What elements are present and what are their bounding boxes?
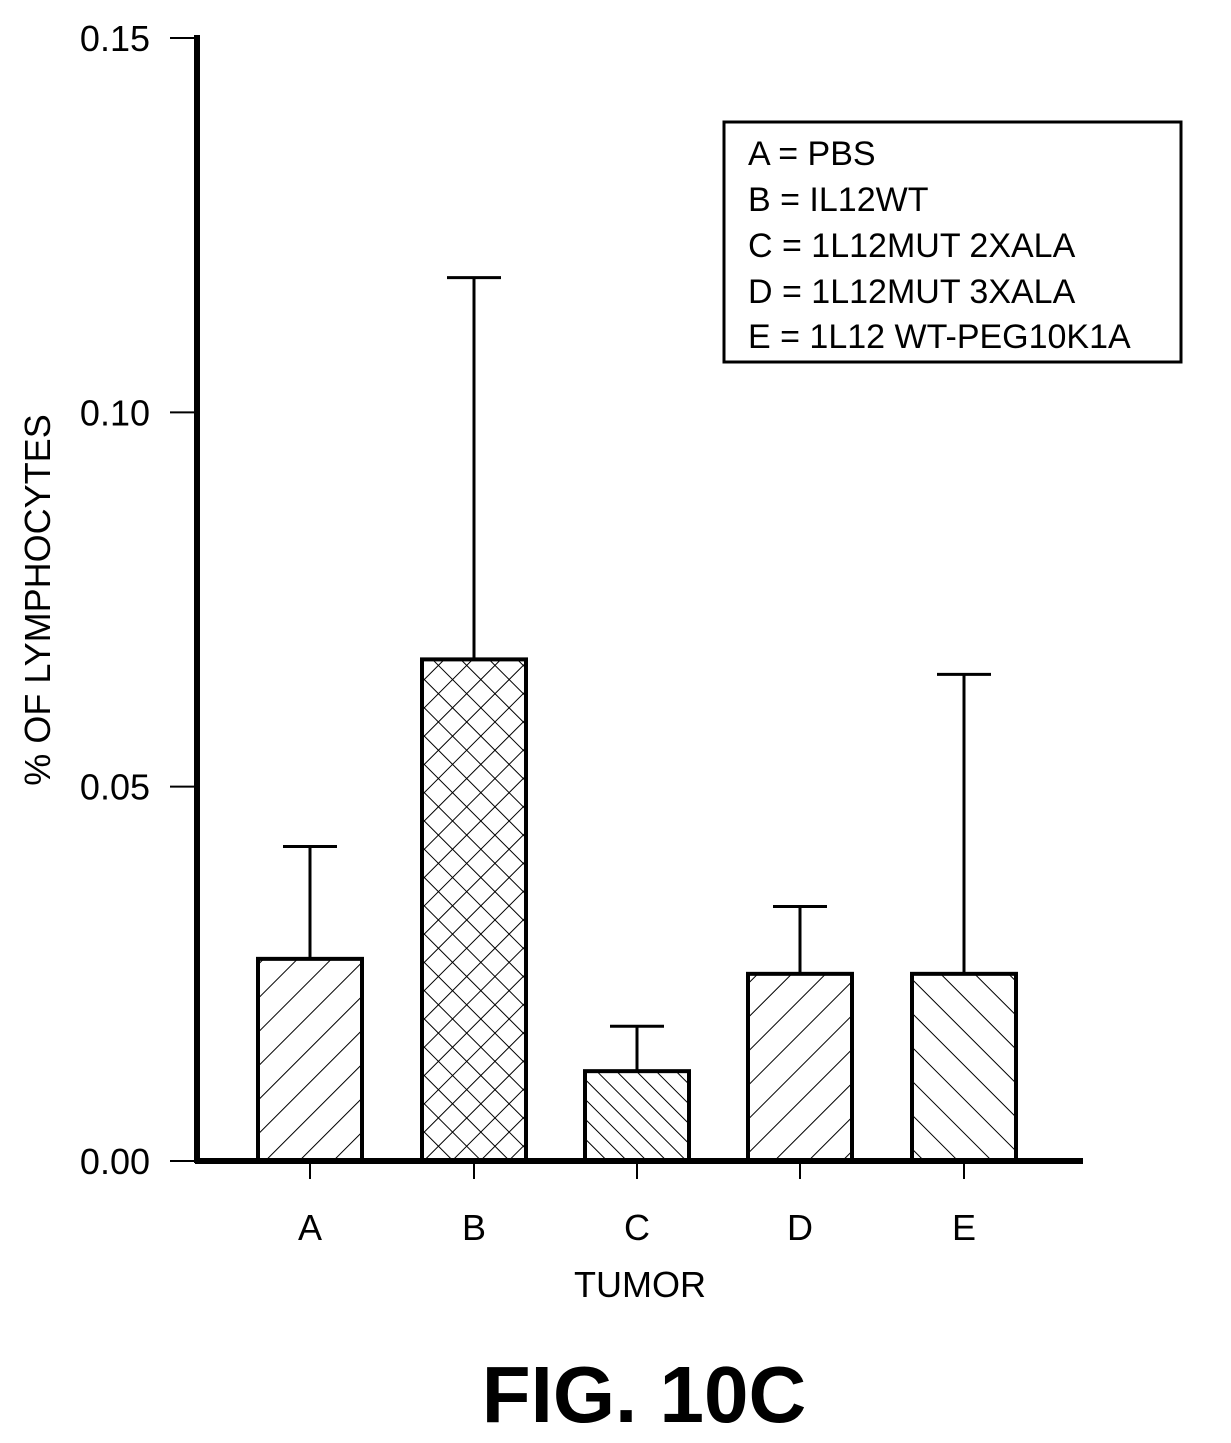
bar-a [256,956,364,1163]
bar-e [910,971,1018,1163]
bar-d [746,971,854,1163]
legend-entry-e: E = 1L12 WT-PEG10K1A [748,318,1131,356]
x-tick-label-e: E [952,1207,976,1248]
x-tick-label-d: D [787,1207,813,1248]
x-tick-label-c: C [624,1207,650,1248]
error-bars-layer [283,276,991,1072]
legend-entry-b: B = IL12WT [748,181,928,219]
x-tick-label-a: A [298,1207,322,1248]
y-tick-label: 0.00 [80,1141,150,1182]
bar-b [420,657,528,1163]
legend-entry-c: C = 1L12MUT 2XALA [748,227,1076,265]
legend: A = PBS B = IL12WT C = 1L12MUT 2XALA D =… [722,120,1183,364]
bar-c [583,1069,691,1164]
bars-layer [256,657,1018,1164]
figure-caption: FIG. 10C [482,1350,807,1439]
y-tick-label: 0.05 [80,767,150,808]
y-tick-label: 0.10 [80,392,150,433]
x-ticks: A B C D E [298,1161,976,1248]
legend-entry-a: A = PBS [748,135,876,173]
legend-entry-d: D = 1L12MUT 3XALA [748,273,1076,311]
y-ticks: 0.00 0.05 0.10 0.15 [80,18,197,1182]
legend-box [722,120,1183,364]
y-axis-label: % OF LYMPHOCYTES [17,414,58,785]
x-axis-label: TUMOR [574,1264,706,1305]
x-tick-label-b: B [462,1207,486,1248]
y-tick-label: 0.15 [80,18,150,59]
